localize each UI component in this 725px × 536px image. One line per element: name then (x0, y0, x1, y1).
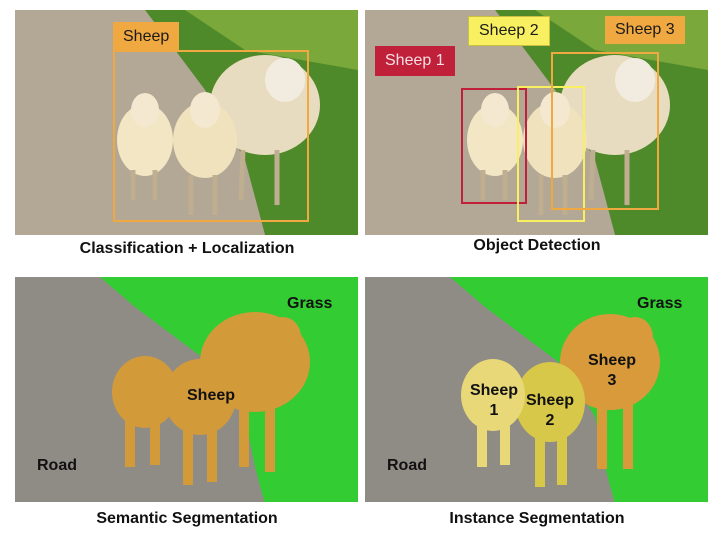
sheep-3-word: Sheep (587, 352, 636, 369)
sheep-1-instance-label: Sheep 1 (467, 381, 521, 421)
instance-segmentation-panel: Grass Road Sheep 1 Sheep 2 Sheep 3 (365, 277, 708, 502)
classification-caption: Classification + Localization (79, 240, 295, 257)
sheep-1-bounding-box (461, 88, 527, 204)
sheep-3-label: Sheep 3 (605, 16, 685, 44)
detection-photo-panel: Sheep 1 Sheep 2 Sheep 3 (365, 10, 708, 235)
sheep-region-label: Sheep (187, 387, 236, 404)
sheep-1-label: Sheep 1 (375, 46, 455, 76)
instance-segmentation-map (365, 277, 708, 502)
sheep-1-number: 1 (489, 402, 499, 419)
sheep-1-word: Sheep (469, 382, 518, 399)
sheep-2-word: Sheep (525, 392, 574, 409)
grass-region-label: Grass (287, 295, 333, 312)
detection-caption: Object Detection (473, 237, 601, 254)
sheep-photo-illustration (15, 10, 358, 235)
sheep-2-label: Sheep 2 (468, 16, 550, 46)
sheep-class-label: Sheep (113, 22, 180, 52)
instance-caption: Instance Segmentation (449, 510, 625, 527)
sheep-bounding-box (113, 50, 309, 222)
sheep-2-number: 2 (545, 412, 555, 429)
sheep-3-instance-label: Sheep 3 (585, 351, 639, 391)
semantic-segmentation-panel: Grass Road Sheep (15, 277, 358, 502)
semantic-segmentation-map (15, 277, 358, 502)
sheep-3-bounding-box (551, 52, 659, 210)
road-region-label: Road (387, 457, 427, 474)
grass-region-label: Grass (637, 295, 683, 312)
road-region-label: Road (37, 457, 77, 474)
semantic-caption: Semantic Segmentation (96, 510, 278, 527)
classification-photo-panel: Sheep (15, 10, 358, 235)
sheep-3-number: 3 (607, 372, 617, 389)
sheep-2-instance-label: Sheep 2 (523, 391, 577, 431)
